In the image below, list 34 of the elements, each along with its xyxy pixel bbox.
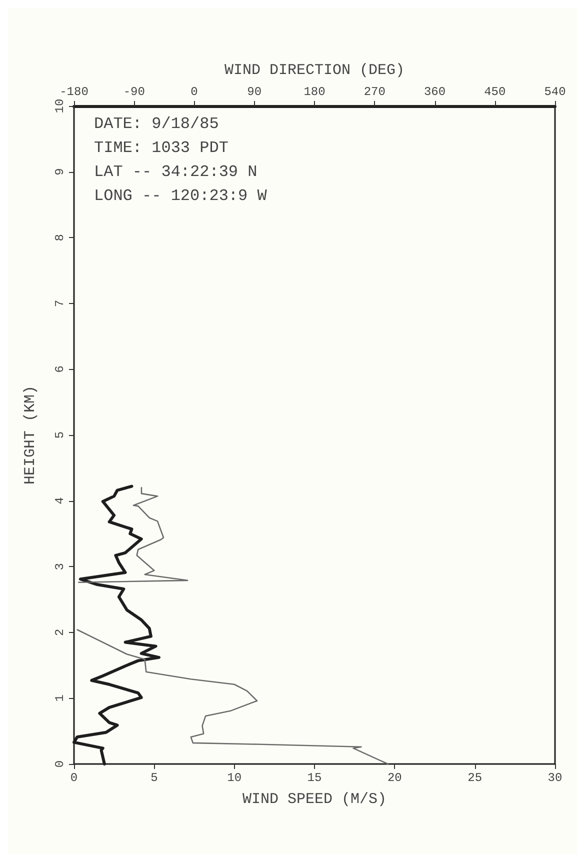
y-axis-title: HEIGHT (KM) (22, 385, 39, 485)
x-tick-label: 5 (150, 771, 158, 785)
y-tick-label: 2 (53, 628, 67, 636)
x2-tick-label: 540 (544, 85, 566, 99)
x2-tick-label: 90 (247, 85, 262, 99)
annotation: LAT -- 34:22:39 N (94, 163, 258, 181)
annotation: LONG -- 120:23:9 W (94, 187, 268, 205)
y-tick-label: 9 (53, 168, 67, 176)
annotation: DATE: 9/18/85 (94, 115, 219, 133)
x-tick-label: 30 (548, 771, 562, 785)
x2-tick-label: 270 (364, 85, 386, 99)
x2-tick-label: 360 (424, 85, 446, 99)
y-tick-label: 1 (53, 694, 67, 702)
y-tick-label: 5 (53, 431, 67, 439)
x-axis-title: WIND SPEED (M/S) (242, 791, 387, 808)
annotation: TIME: 1033 PDT (94, 139, 228, 157)
y-tick-label: 10 (53, 98, 67, 114)
x-tick-label: 25 (468, 771, 482, 785)
x2-tick-label: 0 (190, 85, 198, 99)
x2-tick-label: -90 (123, 85, 145, 99)
x2-tick-label: -180 (60, 85, 88, 99)
x2-tick-label: 180 (304, 85, 326, 99)
x2-axis-title: WIND DIRECTION (DEG) (224, 62, 405, 79)
x2-tick-label: 450 (484, 85, 506, 99)
y-tick-label: 3 (53, 563, 67, 570)
x-tick-label: 15 (307, 771, 322, 785)
x-tick-label: 0 (70, 771, 78, 785)
y-tick-label: 4 (53, 497, 67, 504)
x-tick-label: 20 (387, 771, 402, 785)
x-tick-label: 10 (227, 771, 242, 785)
y-tick-label: 0 (53, 760, 67, 768)
y-tick-label: 6 (53, 366, 67, 373)
y-tick-label: 7 (53, 300, 67, 307)
y-tick-label: 8 (53, 234, 67, 242)
